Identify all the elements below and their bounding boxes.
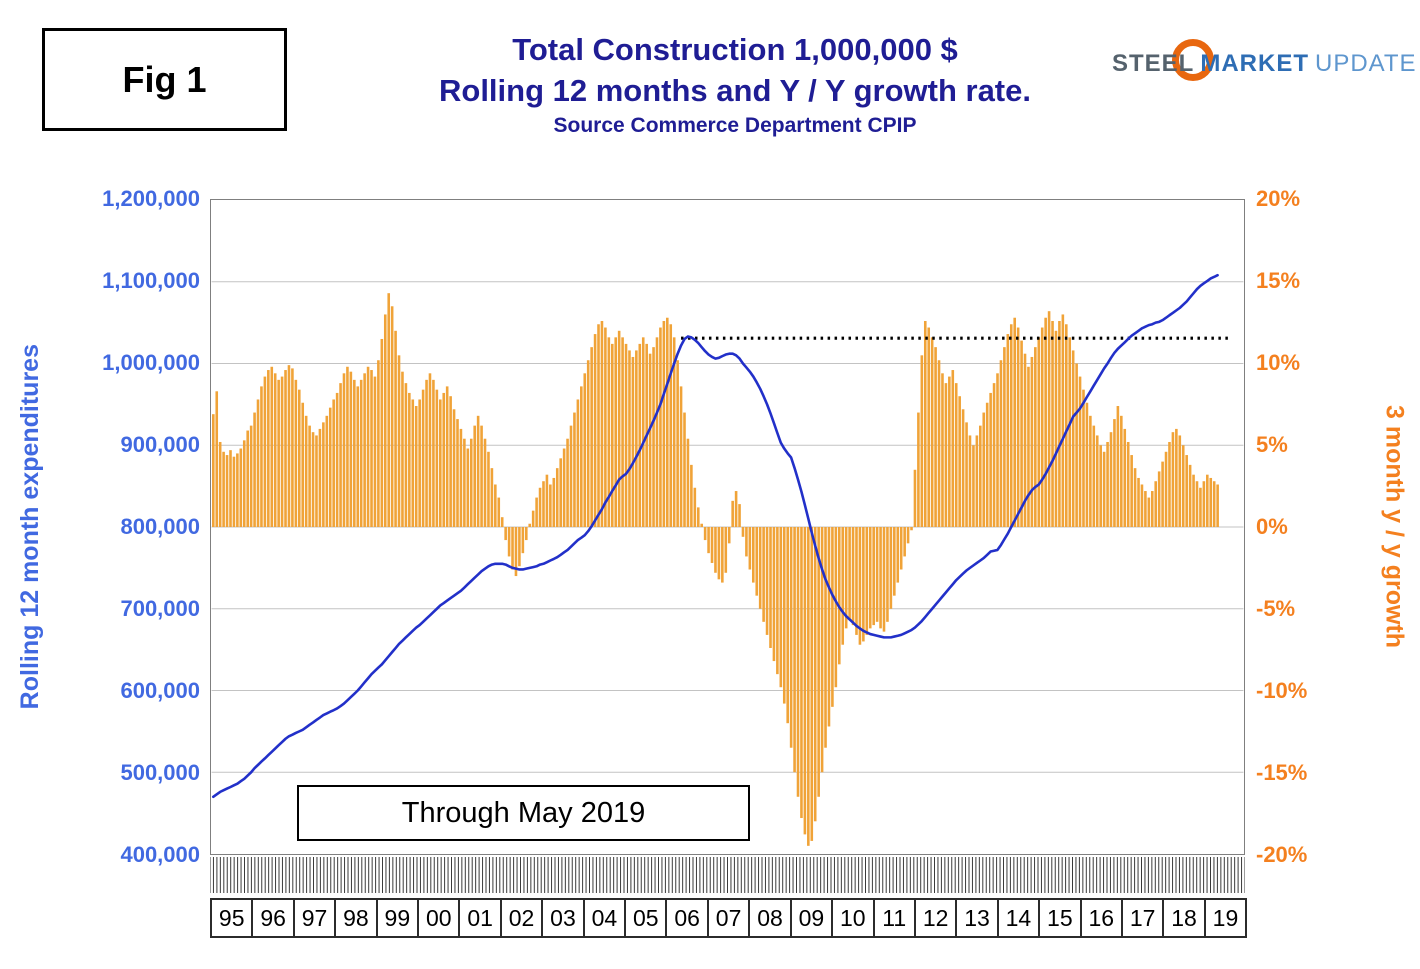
x-axis-year-label: 96: [251, 900, 292, 936]
left-axis-title-wrap: Rolling 12 month expenditures: [10, 199, 50, 855]
x-axis-year-label: 13: [955, 900, 996, 936]
x-axis-year-label: 04: [582, 900, 624, 936]
left-axis-tick-label: 800,000: [120, 514, 200, 539]
right-axis-ticks: 20% 15% 10% 5% 0% -5% -10% -15% -20%: [1256, 186, 1366, 867]
x-axis-year-label: 11: [872, 900, 914, 936]
x-axis-year-label: 17: [1120, 900, 1162, 936]
x-axis-year-label: 08: [748, 900, 789, 936]
left-axis-tick-label: 700,000: [120, 596, 200, 621]
left-axis-title: Rolling 12 month expenditures: [15, 344, 44, 710]
x-axis-year-label: 18: [1162, 900, 1203, 936]
chart-title-line1: Total Construction 1,000,000 $: [512, 32, 958, 67]
x-axis-year-label: 95: [218, 904, 245, 931]
right-axis-tick-label: -20%: [1256, 842, 1308, 867]
right-axis-title: 3 month y / y growth: [1380, 405, 1409, 649]
left-axis-tick-label: 900,000: [120, 432, 200, 457]
left-axis-tick-label: 500,000: [120, 760, 200, 785]
right-axis-tick-label: -15%: [1256, 760, 1308, 785]
smu-ring-icon: [1172, 39, 1214, 81]
left-axis-tick-label: 1,200,000: [102, 186, 200, 211]
left-axis-tick-label: 600,000: [120, 678, 200, 703]
x-axis-year-label: 09: [789, 900, 831, 936]
x-axis-year-label: 06: [665, 900, 706, 936]
right-axis-tick-label: 15%: [1256, 268, 1301, 293]
x-axis-minor-ticks: [210, 857, 1245, 893]
x-axis-year-label: 14: [996, 900, 1038, 936]
figure-label: Fig 1: [122, 58, 207, 100]
figure-label-box: Fig 1: [42, 28, 287, 131]
right-axis-tick-label: 0%: [1256, 514, 1288, 539]
x-axis-year-label: 12: [913, 900, 955, 936]
x-axis-year-label: 98: [334, 900, 375, 936]
x-axis-year-row: 95 96 97 98 99 00 01 02 03 04 05 06 07 08 09 10 11 12 13 14…: [210, 898, 1247, 938]
left-axis-tick-label: 1,100,000: [102, 268, 200, 293]
x-axis-year-label: 02: [499, 900, 541, 936]
annotation-text: Through May 2019: [401, 796, 646, 829]
x-axis-year-label: 16: [1079, 900, 1121, 936]
right-axis-tick-label: 20%: [1256, 186, 1301, 211]
x-axis-year-label: 00: [417, 900, 458, 936]
left-axis-ticks: 1,200,000 1,100,000 1,000,000 900,000 800,00…: [52, 186, 200, 867]
chart-title-line2: Rolling 12 months and Y / Y growth rate.: [439, 73, 1031, 108]
right-axis-tick-label: 5%: [1256, 432, 1288, 457]
right-axis-tick-label: -10%: [1256, 678, 1308, 703]
left-axis-tick-label: 400,000: [120, 842, 200, 867]
x-axis-year-label: 07: [706, 900, 748, 936]
smu-logo-market: MARKET: [1200, 50, 1309, 77]
x-axis-year-label: 05: [624, 900, 665, 936]
x-axis-year-label: 97: [292, 900, 334, 936]
right-axis-tick-label: -5%: [1256, 596, 1296, 621]
right-axis-tick-label: 10%: [1256, 350, 1301, 375]
smu-logo: STEEL MARKET UPDATE: [1112, 39, 1416, 90]
title-block: Total Construction 1,000,000 $ Rolling 1…: [300, 30, 1170, 140]
x-axis-year-label: 01: [458, 900, 499, 936]
chart-plot-area: [210, 199, 1245, 855]
x-axis-year-label: 03: [541, 900, 582, 936]
smu-logo-text: STEEL MARKET UPDATE: [1112, 50, 1417, 77]
smu-logo-update: UPDATE: [1315, 50, 1417, 77]
smu-logo-steel: STEEL: [1112, 50, 1195, 77]
annotation-box: Through May 2019: [297, 785, 750, 841]
chart-source: Source Commerce Department CPIP: [553, 114, 917, 137]
left-axis-tick-label: 1,000,000: [102, 350, 200, 375]
x-axis-year-label: 19: [1203, 900, 1245, 936]
x-axis-year-label: 15: [1038, 900, 1079, 936]
x-axis-year-label: 99: [375, 900, 417, 936]
right-axis-title-wrap: 3 month y / y growth: [1374, 199, 1414, 855]
x-axis-year-label: 10: [831, 900, 872, 936]
